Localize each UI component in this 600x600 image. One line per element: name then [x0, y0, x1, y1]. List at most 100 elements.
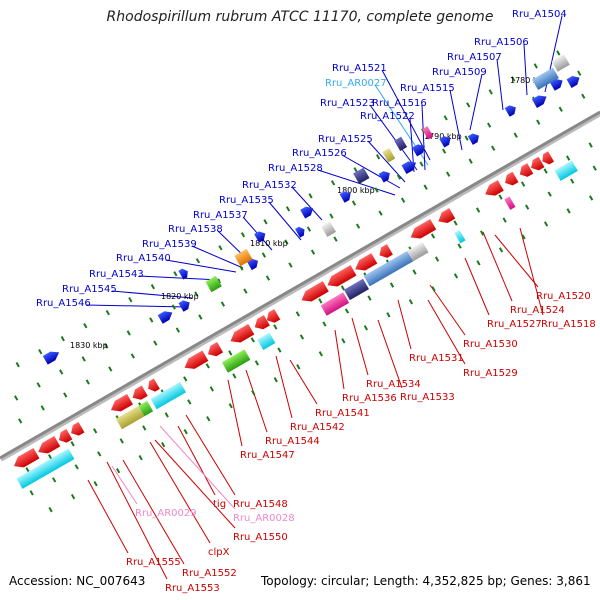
scale-tick: [52, 477, 57, 483]
reverse-gene: [230, 324, 255, 343]
forward-gene: [246, 258, 258, 271]
cog-box: [321, 221, 336, 237]
scale-tick: [318, 298, 323, 304]
scale-tick: [104, 343, 109, 349]
leader-line: [482, 231, 513, 302]
genome-backbone: [0, 110, 600, 462]
scale-tick: [18, 418, 23, 424]
forward-gene: [566, 76, 580, 88]
gene-label: Rru_AR0028: [233, 513, 295, 524]
scale-tick: [149, 317, 154, 323]
gene-label: Rru_A1541: [315, 408, 370, 419]
cog-box: [115, 405, 145, 430]
scale-tick: [38, 349, 43, 355]
reverse-gene: [110, 393, 134, 412]
leader-line: [427, 299, 466, 365]
scale-tick: [318, 351, 323, 357]
scale-tick: [566, 208, 571, 214]
leader-line: [449, 89, 463, 151]
cog-box: [394, 136, 408, 152]
forward-gene: [178, 300, 190, 312]
reverse-gene: [531, 156, 545, 171]
scale-label: 1820 kbp: [161, 292, 199, 301]
scale-tick: [419, 161, 424, 167]
gene-label: Rru_AR0029: [135, 508, 197, 519]
leader-line: [317, 169, 396, 196]
gene-label: Rru_A1538: [168, 224, 223, 235]
scale-tick: [93, 428, 98, 434]
scale-tick: [209, 386, 214, 392]
scale-tick: [341, 338, 346, 344]
reverse-gene: [485, 180, 504, 196]
gene-label: Rru_A1515: [400, 83, 455, 94]
forward-gene: [42, 351, 60, 365]
scale-tick: [108, 366, 113, 372]
scale-tick: [581, 93, 586, 99]
scale-tick: [228, 350, 233, 356]
scale-tick: [97, 451, 102, 457]
scale-tick: [153, 340, 158, 346]
gene-label: Rru_A1532: [242, 180, 297, 191]
scale-tick: [430, 233, 436, 239]
cog-box: [422, 126, 434, 140]
gene-label: Rru_A1523: [320, 98, 375, 109]
scale-tick: [243, 288, 248, 294]
cog-box: [454, 229, 466, 244]
forward-gene: [339, 191, 351, 203]
scale-tick: [195, 258, 201, 264]
forward-gene: [178, 268, 188, 280]
gene-label: Rru_A1553: [165, 583, 220, 594]
scale-tick: [60, 336, 65, 342]
gene-label: Rru_A1542: [290, 422, 345, 433]
gene-label: Rru_A1536: [342, 393, 397, 404]
scale-tick: [446, 171, 451, 177]
scale-label: 1800 kbp: [337, 186, 375, 195]
reverse-gene: [254, 315, 270, 330]
scale-tick: [36, 382, 41, 388]
scale-tick: [93, 481, 98, 487]
scale-tick: [479, 230, 485, 236]
scale-tick: [443, 115, 448, 121]
scale-tick: [85, 379, 90, 385]
reverse-gene: [438, 208, 456, 223]
scale-tick: [277, 347, 282, 353]
scale-tick: [116, 468, 121, 474]
scale-tick: [263, 219, 268, 225]
cog-box: [150, 381, 187, 410]
scale-tick: [457, 243, 462, 249]
scale-tick: [498, 194, 503, 200]
gene-label: Rru_A1525: [318, 134, 373, 145]
scale-tick: [206, 416, 211, 422]
scale-tick: [273, 324, 278, 330]
scale-tick: [240, 232, 246, 238]
scale-tick: [543, 168, 548, 174]
scale-tick: [254, 360, 259, 366]
scale-tick: [476, 260, 481, 266]
scale-label: 1810 kbp: [250, 239, 288, 248]
gene-label: Rru_A1522: [360, 111, 415, 122]
gene-label: Rru_A1526: [292, 148, 347, 159]
scale-tick: [367, 295, 372, 301]
leader-line: [106, 461, 168, 580]
scale-tick: [232, 373, 237, 379]
scale-tick: [412, 269, 417, 275]
scale-tick: [333, 236, 338, 242]
scale-tick: [40, 405, 45, 411]
scale-tick: [536, 119, 541, 125]
forward-gene: [467, 133, 479, 145]
gene-label: Rru_A1539: [142, 239, 197, 250]
scale-tick: [363, 325, 369, 331]
scale-tick: [70, 493, 76, 500]
scale-tick: [498, 247, 504, 253]
leader-line: [275, 355, 293, 419]
scale-tick: [330, 180, 336, 186]
forward-gene: [439, 136, 451, 148]
leader-line: [351, 317, 369, 376]
gene-label: Rru_A1504: [512, 9, 567, 20]
scale-tick: [171, 304, 176, 310]
leader-line: [369, 104, 418, 171]
genome-summary-text: Topology: circular; Length: 4,352,825 bp…: [261, 574, 591, 588]
scale-tick: [423, 184, 428, 190]
scale-tick: [239, 265, 244, 271]
